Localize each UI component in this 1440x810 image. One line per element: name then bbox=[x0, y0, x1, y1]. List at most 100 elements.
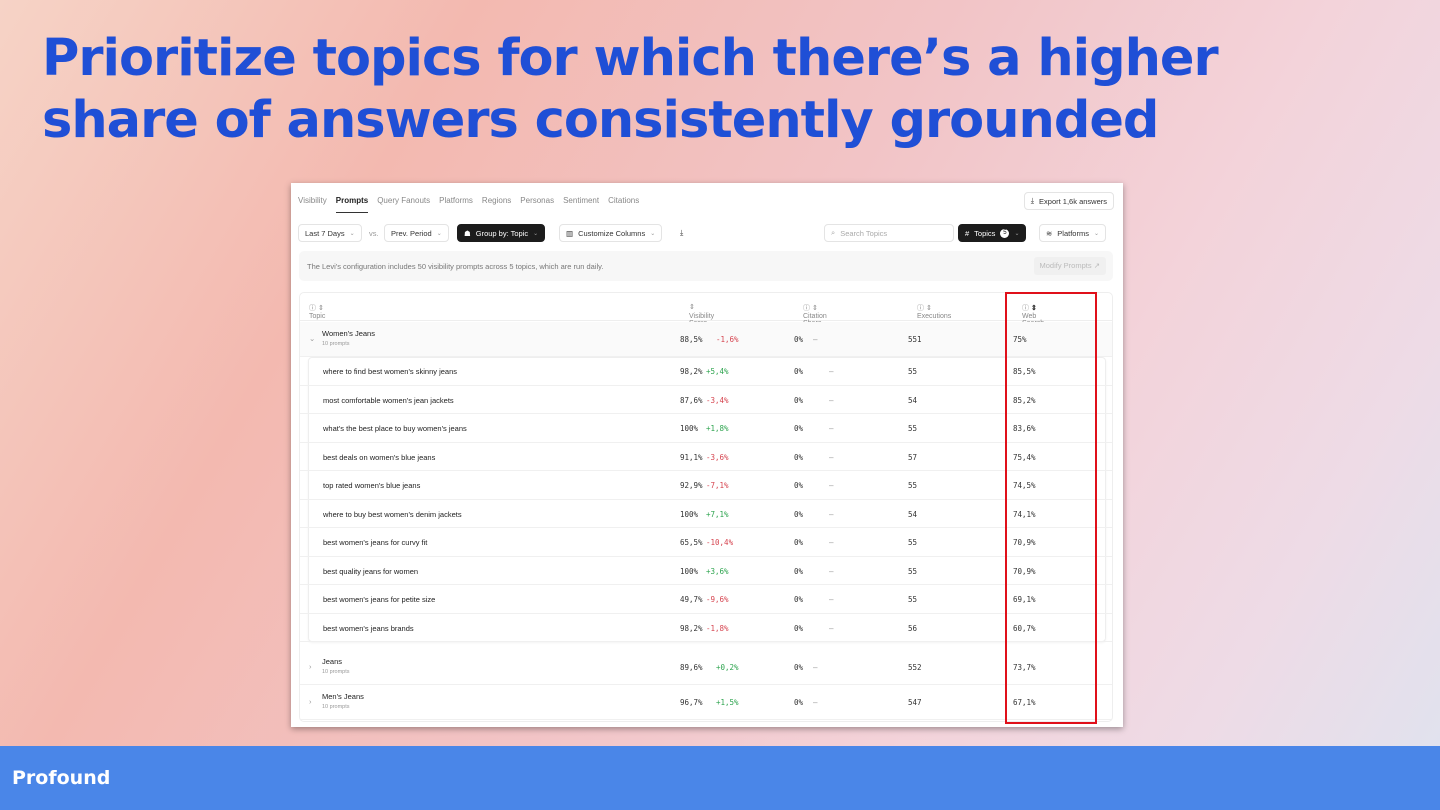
tab-bar: Visibility Prompts Query Fanouts Platforms R… bbox=[298, 196, 639, 213]
vs-label: vs. bbox=[369, 229, 379, 238]
tab-citations[interactable]: Citations bbox=[608, 196, 640, 205]
group-by-select[interactable]: ☗ Group by: Topic ⌄ bbox=[457, 224, 546, 242]
columns-label: Customize Columns bbox=[578, 228, 646, 238]
executions: 54 bbox=[908, 509, 918, 519]
tab-visibility[interactable]: Visibility bbox=[298, 196, 327, 205]
search-input[interactable]: ⌕ Search Topics bbox=[824, 224, 954, 242]
table-header: Topic ⓘ ⇕ Visibility Score ⇕ Citation Sh… bbox=[300, 293, 1112, 327]
col-topic[interactable]: Topic ⓘ ⇕ bbox=[309, 305, 326, 320]
prompt-row[interactable]: where to buy best women's denim jackets … bbox=[300, 500, 1112, 528]
tab-personas[interactable]: Personas bbox=[520, 196, 555, 205]
chevron-down-icon: ⌄ bbox=[1014, 230, 1020, 237]
prompt-row[interactable]: best women's jeans for petite size 49,7%… bbox=[300, 585, 1112, 614]
brand-logo: Profound bbox=[12, 767, 111, 789]
executions: 55 bbox=[908, 538, 918, 547]
prompt-row[interactable]: most comfortable women's jean jackets 87… bbox=[300, 386, 1112, 414]
info-banner: The Levi's configuration includes 50 vis… bbox=[299, 251, 1113, 281]
compare-select[interactable]: Prev. Period ⌄ bbox=[384, 224, 449, 242]
topic-name: Jeans bbox=[322, 657, 343, 666]
prompt-row[interactable]: best deals on women's blue jeans 91,1% -… bbox=[300, 443, 1112, 471]
citation-delta: – bbox=[829, 424, 834, 433]
chevron-down-icon[interactable]: ⌄ bbox=[309, 334, 316, 343]
web-search: 85,2% bbox=[1013, 395, 1036, 405]
app-panel: Visibility Prompts Query Fanouts Platforms R… bbox=[291, 183, 1123, 727]
footer-bar: Profound bbox=[0, 746, 1440, 810]
citation-share: 0% bbox=[794, 538, 804, 547]
executions: 547 bbox=[908, 698, 922, 707]
visibility-score: 98,2% bbox=[680, 623, 703, 633]
export-button[interactable]: ⤓ Export 1,6k answers bbox=[1023, 192, 1114, 210]
modify-prompts-button[interactable]: Modify Prompts ↗ bbox=[1033, 257, 1106, 275]
topic-name: Women's Jeans bbox=[322, 329, 375, 338]
visibility-score: 100% bbox=[680, 509, 699, 519]
visibility-delta: -1,8% bbox=[706, 623, 729, 633]
citation-delta: – bbox=[829, 623, 834, 633]
web-search: 70,9% bbox=[1013, 566, 1036, 576]
prompt-text: best women's jeans for curvy fit bbox=[323, 538, 428, 547]
tab-sentiment[interactable]: Sentiment bbox=[563, 196, 600, 205]
web-search: 67,1% bbox=[1013, 698, 1036, 707]
visibility-delta: +3,6% bbox=[706, 566, 729, 576]
tab-platforms[interactable]: Platforms bbox=[439, 196, 473, 205]
prompt-row[interactable]: best women's jeans for curvy fit 65,5% -… bbox=[300, 528, 1112, 557]
chevron-down-icon: ⌄ bbox=[1093, 230, 1100, 237]
visibility-score: 100% bbox=[680, 424, 699, 433]
col-visibility[interactable]: Visibility Score ⇕ bbox=[689, 304, 715, 327]
visibility-score: 88,5% bbox=[680, 335, 703, 344]
topic-row[interactable]: › Jeans 10 prompts 89,6% +0,2% 0% – 552 … bbox=[300, 650, 1112, 685]
citation-share: 0% bbox=[794, 623, 804, 633]
prompt-row[interactable]: where to find best women's skinny jeans … bbox=[300, 357, 1112, 386]
executions: 54 bbox=[908, 395, 918, 405]
export-label: Export 1,6k answers bbox=[1039, 196, 1107, 206]
prompt-row[interactable]: what's the best place to buy women's jea… bbox=[300, 414, 1112, 443]
visibility-delta: -7,1% bbox=[706, 481, 729, 490]
executions: 55 bbox=[908, 566, 918, 576]
topic-row[interactable]: › Men's Jeans 10 prompts 96,7% +1,5% 0% … bbox=[300, 685, 1112, 720]
chevron-down-icon: ⌄ bbox=[533, 230, 539, 237]
col-executions[interactable]: Executions ⓘ ⇕ bbox=[917, 305, 952, 320]
prompt-text: what's the best place to buy women's jea… bbox=[323, 424, 467, 433]
compare-label: Prev. Period bbox=[391, 228, 432, 238]
tab-regions[interactable]: Regions bbox=[481, 196, 512, 205]
citation-share: 0% bbox=[794, 595, 804, 604]
visibility-score: 92,9% bbox=[680, 481, 703, 490]
period-select[interactable]: Last 7 Days ⌄ bbox=[298, 224, 362, 242]
citation-delta: – bbox=[829, 452, 834, 462]
executions: 55 bbox=[908, 424, 918, 433]
chevron-right-icon[interactable]: › bbox=[309, 662, 312, 671]
citation-delta: – bbox=[813, 698, 818, 707]
citation-share: 0% bbox=[794, 663, 804, 672]
customize-columns-button[interactable]: ▥ Customize Columns ⌄ bbox=[559, 224, 663, 242]
visibility-delta: +1,8% bbox=[706, 424, 729, 433]
modify-label: Modify Prompts bbox=[1039, 261, 1092, 270]
highlight-box bbox=[1005, 292, 1097, 724]
prompt-row[interactable]: best women's jeans brands 98,2% -1,8% 0%… bbox=[300, 614, 1112, 642]
download-icon[interactable]: ⤓ bbox=[680, 228, 684, 237]
topic-row[interactable]: ⌄ Women's Jeans 10 prompts 88,5% -1,6% 0… bbox=[300, 322, 1112, 357]
col-citation[interactable]: Citation Share ⓘ ⇕ bbox=[803, 305, 827, 327]
prompt-row[interactable]: top rated women's blue jeans 92,9% -7,1%… bbox=[300, 471, 1112, 500]
citation-delta: – bbox=[829, 395, 834, 405]
web-search: 75,4% bbox=[1013, 452, 1036, 462]
prompt-text: best deals on women's blue jeans bbox=[323, 452, 436, 462]
arrow-up-right-icon: ↗ bbox=[1093, 261, 1100, 270]
platforms-filter[interactable]: ≋ Platforms ⌄ bbox=[1039, 224, 1107, 242]
citation-delta: – bbox=[813, 663, 818, 672]
citation-delta: – bbox=[813, 335, 818, 344]
visibility-score: 65,5% bbox=[680, 538, 703, 547]
prompt-text: best women's jeans for petite size bbox=[323, 595, 436, 604]
visibility-delta: +1,5% bbox=[716, 698, 739, 707]
tab-prompts[interactable]: Prompts bbox=[335, 196, 369, 213]
prompt-row[interactable]: best quality jeans for women 100% +3,6% … bbox=[300, 557, 1112, 585]
citation-share: 0% bbox=[794, 698, 804, 707]
platforms-label: Platforms bbox=[1057, 228, 1089, 238]
prompt-text: where to find best women's skinny jeans bbox=[323, 367, 458, 376]
executions: 55 bbox=[908, 595, 918, 604]
topics-count-badge: 5 bbox=[1000, 228, 1010, 238]
prompt-text: top rated women's blue jeans bbox=[323, 481, 421, 490]
topics-filter[interactable]: # Topics 5 ⌄ bbox=[958, 224, 1027, 242]
chevron-right-icon[interactable]: › bbox=[309, 697, 312, 706]
citation-delta: – bbox=[829, 481, 834, 490]
visibility-delta: -3,4% bbox=[706, 395, 729, 405]
tab-query-fanouts[interactable]: Query Fanouts bbox=[377, 196, 431, 205]
